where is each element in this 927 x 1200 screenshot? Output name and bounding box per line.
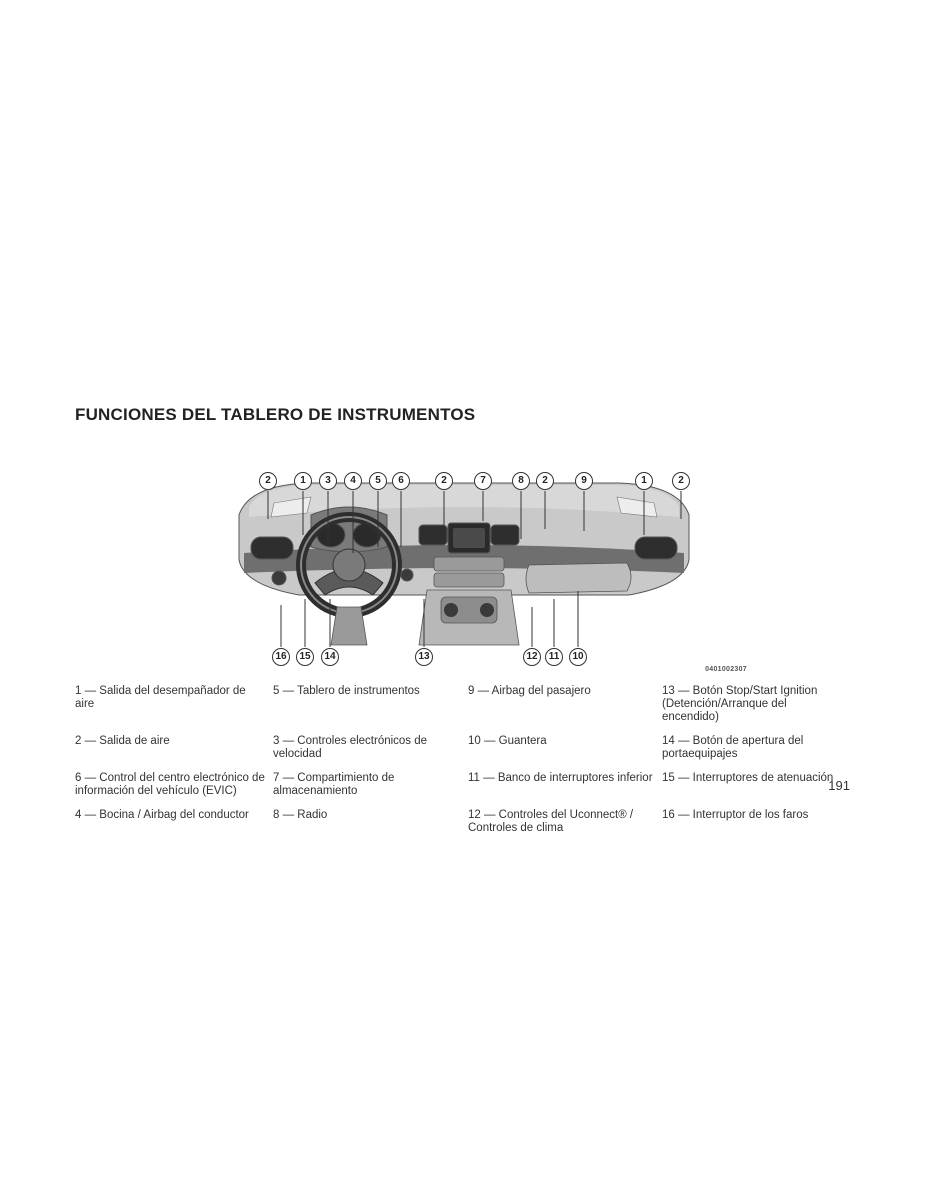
callout-bubble: 2 bbox=[536, 472, 554, 490]
page-content: FUNCIONES DEL TABLERO DE INSTRUMENTOS bbox=[75, 405, 852, 835]
legend-item: 7 — Compartimiento de almacenamiento bbox=[273, 772, 468, 798]
legend-item: 5 — Tablero de instrumentos bbox=[273, 685, 468, 724]
callout-bubble: 8 bbox=[512, 472, 530, 490]
page-number: 191 bbox=[828, 778, 850, 793]
callout-bubble: 15 bbox=[296, 648, 314, 666]
legend-grid: 1 — Salida del desempañador de aire 5 — … bbox=[75, 685, 852, 835]
legend-item: 2 — Salida de aire bbox=[75, 735, 273, 761]
callout-bubble: 5 bbox=[369, 472, 387, 490]
legend-item: 12 — Controles del Uconnect® / Controles… bbox=[468, 809, 662, 835]
callout-bubble: 1 bbox=[635, 472, 653, 490]
legend-item: 1 — Salida del desempañador de aire bbox=[75, 685, 273, 724]
callout-bubble: 9 bbox=[575, 472, 593, 490]
callout-bubble: 2 bbox=[672, 472, 690, 490]
legend-item: 16 — Interruptor de los faros bbox=[662, 809, 852, 835]
callout-bubble: 7 bbox=[474, 472, 492, 490]
callout-bubble: 10 bbox=[569, 648, 587, 666]
image-code: 0401002307 bbox=[705, 666, 747, 673]
legend-item: 14 — Botón de apertura del portaequipaje… bbox=[662, 735, 852, 761]
legend-item: 9 — Airbag del pasajero bbox=[468, 685, 662, 724]
callout-bubble: 16 bbox=[272, 648, 290, 666]
callout-bubble: 2 bbox=[435, 472, 453, 490]
section-title: FUNCIONES DEL TABLERO DE INSTRUMENTOS bbox=[75, 405, 852, 425]
legend-item: 4 — Bocina / Airbag del conductor bbox=[75, 809, 273, 835]
callout-bubble: 1 bbox=[294, 472, 312, 490]
callout-bubble: 4 bbox=[344, 472, 362, 490]
legend-item: 13 — Botón Stop/Start Ignition (Detenció… bbox=[662, 685, 852, 724]
callout-bubble: 2 bbox=[259, 472, 277, 490]
callout-bubble: 11 bbox=[545, 648, 563, 666]
callout-bubble: 14 bbox=[321, 648, 339, 666]
callout-bubble: 6 bbox=[392, 472, 410, 490]
callout-bubble: 13 bbox=[415, 648, 433, 666]
legend-item: 8 — Radio bbox=[273, 809, 468, 835]
legend-item: 11 — Banco de interruptores inferior bbox=[468, 772, 662, 798]
legend-item: 10 — Guantera bbox=[468, 735, 662, 761]
legend-item: 6 — Control del centro electrónico de in… bbox=[75, 772, 273, 798]
callout-bubble: 3 bbox=[319, 472, 337, 490]
dashboard-diagram: 2134562782912 16151413121110 0401002307 bbox=[75, 445, 852, 673]
legend-item: 15 — Interruptores de atenuación bbox=[662, 772, 852, 798]
callout-bubble: 12 bbox=[523, 648, 541, 666]
legend-item: 3 — Controles electrónicos de velocidad bbox=[273, 735, 468, 761]
